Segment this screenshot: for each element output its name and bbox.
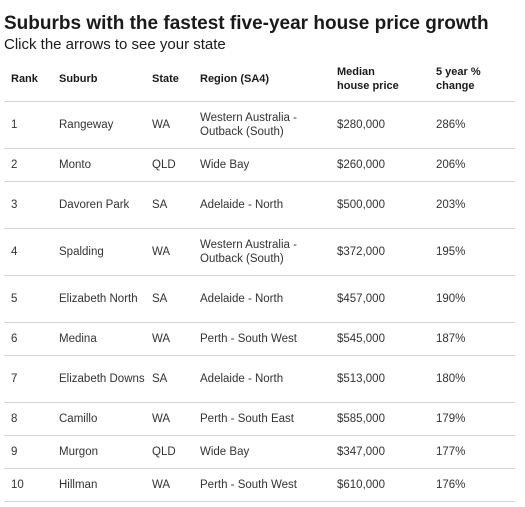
cell-change: 180% xyxy=(429,355,515,403)
table-row: 7 Elizabeth Downs SA Adelaide - North $5… xyxy=(4,355,515,403)
cell-price: $513,000 xyxy=(330,355,429,403)
cell-change: 206% xyxy=(429,148,515,182)
table-row: 5 Elizabeth North SA Adelaide - North $4… xyxy=(4,275,515,323)
cell-state: WA xyxy=(145,402,193,436)
column-header-region[interactable]: Region (SA4) xyxy=(193,57,330,102)
cell-region: Perth - South West xyxy=(193,468,330,502)
cell-region: Wide Bay xyxy=(193,435,330,469)
cell-price: $347,000 xyxy=(330,435,429,469)
cell-state: WA xyxy=(145,322,193,356)
table-row: 1 Rangeway WA Western Australia - Outbac… xyxy=(4,101,515,149)
cell-change: 177% xyxy=(429,435,515,469)
cell-change: 190% xyxy=(429,275,515,323)
column-header-rank[interactable]: Rank xyxy=(4,57,52,102)
cell-price: $545,000 xyxy=(330,322,429,356)
cell-rank: 10 xyxy=(4,468,52,502)
cell-price: $585,000 xyxy=(330,402,429,436)
cell-state: WA xyxy=(145,101,193,149)
cell-rank: 3 xyxy=(4,181,52,229)
table-row: 3 Davoren Park SA Adelaide - North $500,… xyxy=(4,181,515,229)
cell-state: WA xyxy=(145,468,193,502)
cell-price: $457,000 xyxy=(330,275,429,323)
cell-rank: 6 xyxy=(4,322,52,356)
cell-change: 176% xyxy=(429,468,515,502)
cell-rank: 5 xyxy=(4,275,52,323)
cell-suburb: Monto xyxy=(52,148,145,182)
cell-region: Western Australia - Outback (South) xyxy=(193,228,330,276)
cell-change: 187% xyxy=(429,322,515,356)
price-header-line2: house price xyxy=(337,80,399,92)
cell-region: Adelaide - North xyxy=(193,181,330,229)
cell-region: Perth - South East xyxy=(193,402,330,436)
page-title: Suburbs with the fastest five-year house… xyxy=(4,13,489,34)
cell-rank: 9 xyxy=(4,435,52,469)
cell-price: $260,000 xyxy=(330,148,429,182)
cell-suburb: Davoren Park xyxy=(52,181,145,229)
cell-state: SA xyxy=(145,275,193,323)
table-row: 6 Medina WA Perth - South West $545,000 … xyxy=(4,322,515,356)
cell-suburb: Elizabeth North xyxy=(52,275,145,323)
cell-suburb: Camillo xyxy=(52,402,145,436)
header-row: Rank Suburb State Region (SA4) Median ho… xyxy=(4,57,515,102)
cell-state: SA xyxy=(145,355,193,403)
cell-rank: 1 xyxy=(4,101,52,149)
change-header-line1: 5 year % xyxy=(436,66,481,78)
page-subtitle: Click the arrows to see your state xyxy=(4,36,226,53)
cell-change: 195% xyxy=(429,228,515,276)
table-row: 8 Camillo WA Perth - South East $585,000… xyxy=(4,402,515,436)
cell-price: $610,000 xyxy=(330,468,429,502)
column-header-change[interactable]: 5 year % change xyxy=(429,57,515,102)
cell-suburb: Medina xyxy=(52,322,145,356)
table-row: 9 Murgon QLD Wide Bay $347,000 177% xyxy=(4,435,515,469)
table-row: 4 Spalding WA Western Australia - Outbac… xyxy=(4,228,515,276)
cell-suburb: Murgon xyxy=(52,435,145,469)
change-header-line2: change xyxy=(436,80,475,92)
cell-suburb: Spalding xyxy=(52,228,145,276)
cell-change: 179% xyxy=(429,402,515,436)
cell-region: Wide Bay xyxy=(193,148,330,182)
column-header-suburb[interactable]: Suburb xyxy=(52,57,145,102)
cell-rank: 8 xyxy=(4,402,52,436)
cell-region: Perth - South West xyxy=(193,322,330,356)
cell-region: Western Australia - Outback (South) xyxy=(193,101,330,149)
cell-price: $280,000 xyxy=(330,101,429,149)
cell-region: Adelaide - North xyxy=(193,275,330,323)
cell-change: 203% xyxy=(429,181,515,229)
table-body: 1 Rangeway WA Western Australia - Outbac… xyxy=(4,101,515,502)
table-row: 10 Hillman WA Perth - South West $610,00… xyxy=(4,468,515,502)
cell-state: WA xyxy=(145,228,193,276)
cell-region: Adelaide - North xyxy=(193,355,330,403)
cell-rank: 7 xyxy=(4,355,52,403)
cell-state: QLD xyxy=(145,435,193,469)
cell-rank: 4 xyxy=(4,228,52,276)
price-header-line1: Median xyxy=(337,66,375,78)
column-header-price[interactable]: Median house price xyxy=(330,57,429,102)
cell-suburb: Hillman xyxy=(52,468,145,502)
cell-change: 286% xyxy=(429,101,515,149)
cell-suburb: Elizabeth Downs xyxy=(52,355,145,403)
table-row: 2 Monto QLD Wide Bay $260,000 206% xyxy=(4,148,515,182)
cell-state: SA xyxy=(145,181,193,229)
column-header-state[interactable]: State xyxy=(145,57,193,102)
suburbs-table: Rank Suburb State Region (SA4) Median ho… xyxy=(4,57,515,502)
cell-suburb: Rangeway xyxy=(52,101,145,149)
cell-price: $500,000 xyxy=(330,181,429,229)
cell-rank: 2 xyxy=(4,148,52,182)
cell-price: $372,000 xyxy=(330,228,429,276)
table-header: Rank Suburb State Region (SA4) Median ho… xyxy=(4,57,515,102)
cell-state: QLD xyxy=(145,148,193,182)
